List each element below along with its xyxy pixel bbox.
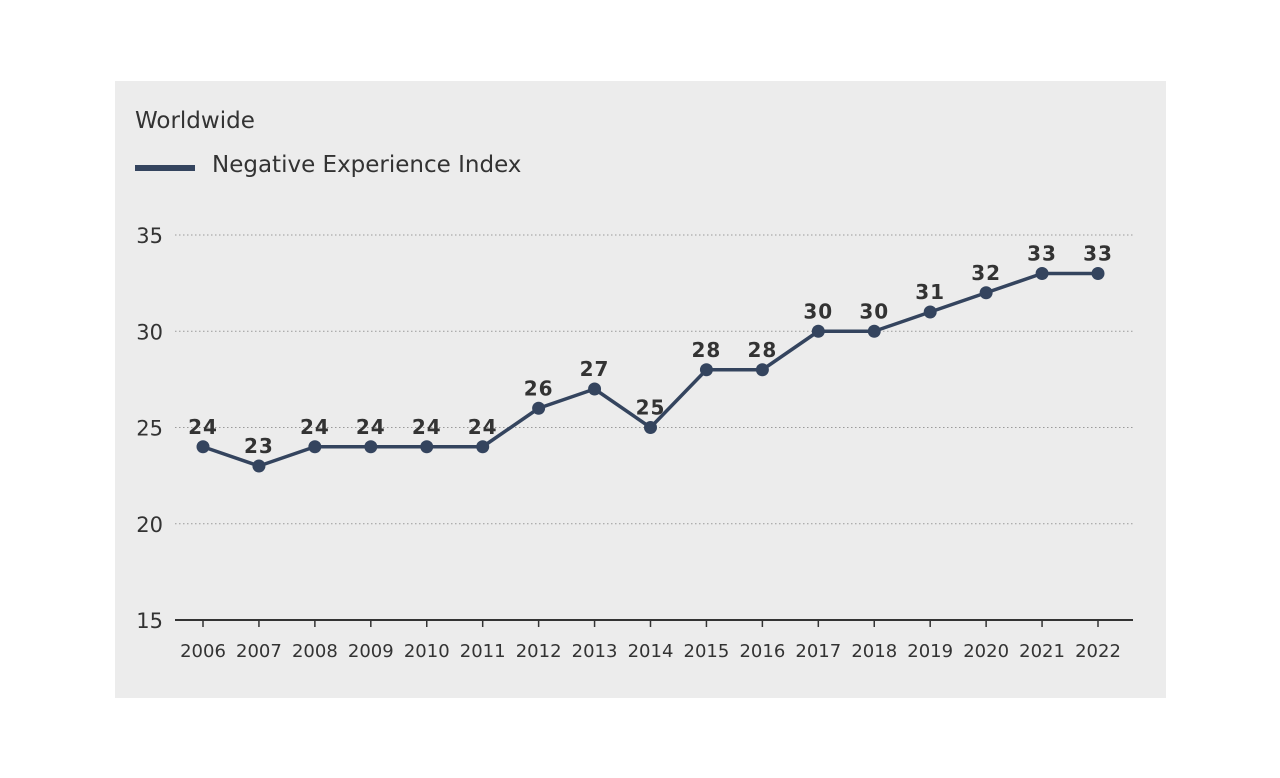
chart-panel xyxy=(115,81,1166,698)
data-point xyxy=(420,440,434,454)
series-line xyxy=(202,271,1098,468)
data-label: 24 xyxy=(188,415,218,439)
data-point xyxy=(252,459,266,473)
data-point xyxy=(588,382,602,396)
data-point xyxy=(867,324,881,338)
data-label: 33 xyxy=(1027,242,1057,266)
x-tick-label: 2006 xyxy=(180,641,226,662)
data-label: 28 xyxy=(747,338,777,362)
chart-title: Worldwide xyxy=(135,108,255,134)
y-tick-label: 35 xyxy=(136,224,163,248)
y-tick-label: 30 xyxy=(136,320,163,344)
x-tick-label: 2018 xyxy=(851,641,897,662)
data-label: 32 xyxy=(971,261,1001,285)
data-label: 33 xyxy=(1083,242,1113,266)
data-label: 31 xyxy=(915,280,945,304)
x-tick-label: 2010 xyxy=(404,641,450,662)
data-point xyxy=(644,421,657,434)
data-label: 23 xyxy=(244,434,274,458)
data-point xyxy=(923,305,937,319)
data-label: 24 xyxy=(300,415,330,439)
data-point xyxy=(532,401,546,415)
data-point xyxy=(979,286,993,300)
x-tick-label: 2016 xyxy=(739,641,785,662)
data-point xyxy=(364,440,378,454)
data-point xyxy=(1091,267,1105,280)
x-tick-label: 2011 xyxy=(460,641,506,662)
data-label: 24 xyxy=(356,415,386,439)
y-tick-label: 15 xyxy=(136,609,163,633)
x-tick-label: 2007 xyxy=(236,641,282,662)
y-tick-label: 25 xyxy=(136,417,163,441)
data-label: 25 xyxy=(636,396,666,420)
data-point xyxy=(811,324,825,338)
data-label: 30 xyxy=(803,299,833,323)
x-tick-label: 2008 xyxy=(292,641,338,662)
x-tick-label: 2014 xyxy=(628,641,674,662)
x-tick-label: 2021 xyxy=(1019,641,1065,662)
x-tick-label: 2012 xyxy=(516,641,562,662)
x-tick-label: 2013 xyxy=(572,641,618,662)
x-tick-label: 2022 xyxy=(1075,641,1121,662)
data-point xyxy=(1035,267,1049,280)
data-point xyxy=(308,440,322,454)
data-label: 26 xyxy=(524,376,554,400)
data-label: 24 xyxy=(468,415,498,439)
data-label: 27 xyxy=(580,357,610,381)
data-point xyxy=(196,440,210,454)
data-label: 30 xyxy=(859,299,889,323)
data-label: 24 xyxy=(412,415,442,439)
data-label: 28 xyxy=(692,338,722,362)
data-point xyxy=(699,363,713,377)
x-tick-label: 2015 xyxy=(684,641,730,662)
legend-label: Negative Experience Index xyxy=(212,152,522,178)
x-tick-label: 2017 xyxy=(795,641,841,662)
data-point xyxy=(755,363,769,377)
legend-swatch xyxy=(135,165,195,171)
x-tick-label: 2009 xyxy=(348,641,394,662)
x-tick-label: 2020 xyxy=(963,641,1009,662)
y-tick-label: 20 xyxy=(136,513,163,537)
x-tick-label: 2019 xyxy=(907,641,953,662)
data-point xyxy=(476,440,490,454)
